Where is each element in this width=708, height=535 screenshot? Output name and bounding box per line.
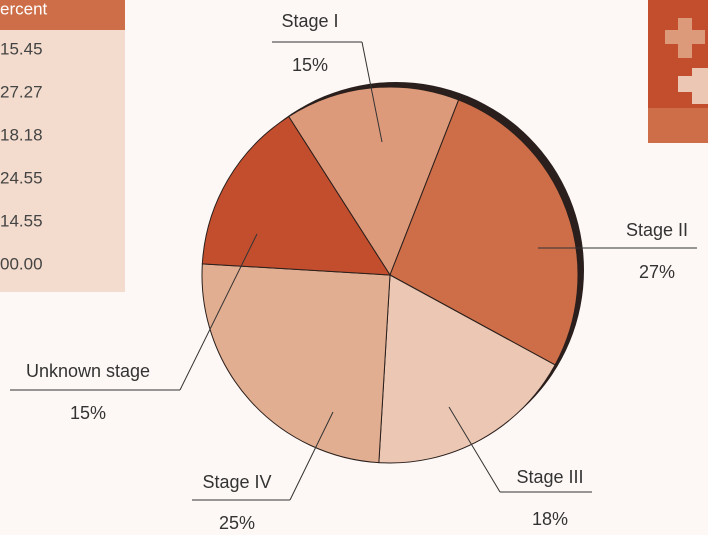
table-body	[0, 0, 125, 292]
leader-line	[179, 233, 258, 391]
table-header-text: ercent	[0, 0, 48, 18]
pie-slice	[389, 99, 579, 366]
slice-value: 18%	[532, 509, 568, 529]
icon	[648, 0, 708, 143]
table-cell: 18.18	[0, 125, 43, 144]
slice-value: 27%	[639, 262, 675, 282]
table-cell: 27.27	[0, 82, 43, 101]
pie-slice	[201, 263, 391, 464]
table-cell: 00.00	[0, 254, 43, 273]
slice-value: 25%	[219, 513, 255, 533]
icon-band	[648, 108, 708, 143]
slice-label: Stage I	[281, 11, 338, 31]
pie-slice	[201, 115, 391, 276]
leader-line	[361, 41, 383, 143]
icon-cross	[665, 30, 705, 44]
icon-cross	[678, 76, 708, 92]
slice-label: Stage IV	[202, 472, 271, 492]
slice-label: Unknown stage	[26, 361, 150, 381]
table-cell: 14.55	[0, 211, 43, 230]
leader-line	[289, 411, 334, 501]
table-header	[0, 0, 125, 30]
slice-label: Stage II	[626, 220, 688, 240]
slice-label: Stage III	[516, 467, 583, 487]
table: ercent 15.45 27.27 18.18 24.55 14.55 00.00	[0, 0, 125, 292]
slice-value: 15%	[292, 55, 328, 75]
table-cell: 24.55	[0, 168, 43, 187]
pie	[201, 86, 579, 464]
slice-value: 15%	[70, 403, 106, 423]
pie-slice	[378, 274, 556, 464]
table-cell: 15.45	[0, 39, 43, 58]
leader-line	[448, 406, 501, 493]
